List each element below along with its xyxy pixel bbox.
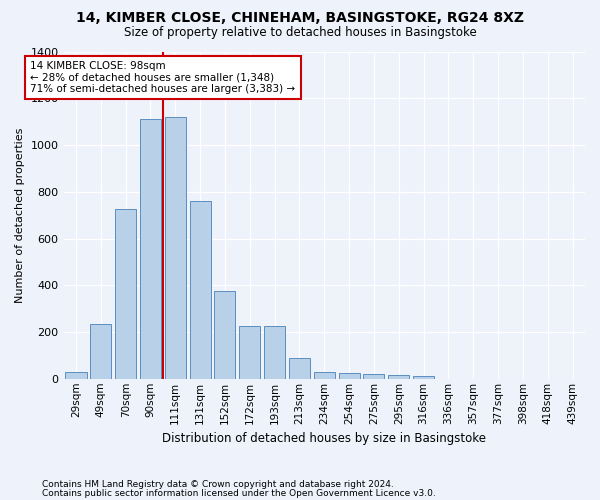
- Bar: [65, 372, 86, 379]
- Bar: [165, 117, 186, 379]
- Bar: [314, 372, 335, 379]
- Bar: [413, 376, 434, 379]
- Bar: [388, 376, 409, 379]
- Y-axis label: Number of detached properties: Number of detached properties: [15, 128, 25, 303]
- Bar: [364, 374, 385, 379]
- Bar: [115, 210, 136, 379]
- Bar: [289, 358, 310, 379]
- Bar: [214, 291, 235, 379]
- Text: 14 KIMBER CLOSE: 98sqm
← 28% of detached houses are smaller (1,348)
71% of semi-: 14 KIMBER CLOSE: 98sqm ← 28% of detached…: [31, 61, 295, 94]
- Bar: [140, 120, 161, 379]
- Bar: [239, 326, 260, 379]
- Bar: [90, 324, 112, 379]
- Text: Contains public sector information licensed under the Open Government Licence v3: Contains public sector information licen…: [42, 489, 436, 498]
- Bar: [264, 326, 285, 379]
- Text: 14, KIMBER CLOSE, CHINEHAM, BASINGSTOKE, RG24 8XZ: 14, KIMBER CLOSE, CHINEHAM, BASINGSTOKE,…: [76, 12, 524, 26]
- Text: Contains HM Land Registry data © Crown copyright and database right 2024.: Contains HM Land Registry data © Crown c…: [42, 480, 394, 489]
- X-axis label: Distribution of detached houses by size in Basingstoke: Distribution of detached houses by size …: [162, 432, 486, 445]
- Text: Size of property relative to detached houses in Basingstoke: Size of property relative to detached ho…: [124, 26, 476, 39]
- Bar: [190, 201, 211, 379]
- Bar: [338, 373, 359, 379]
